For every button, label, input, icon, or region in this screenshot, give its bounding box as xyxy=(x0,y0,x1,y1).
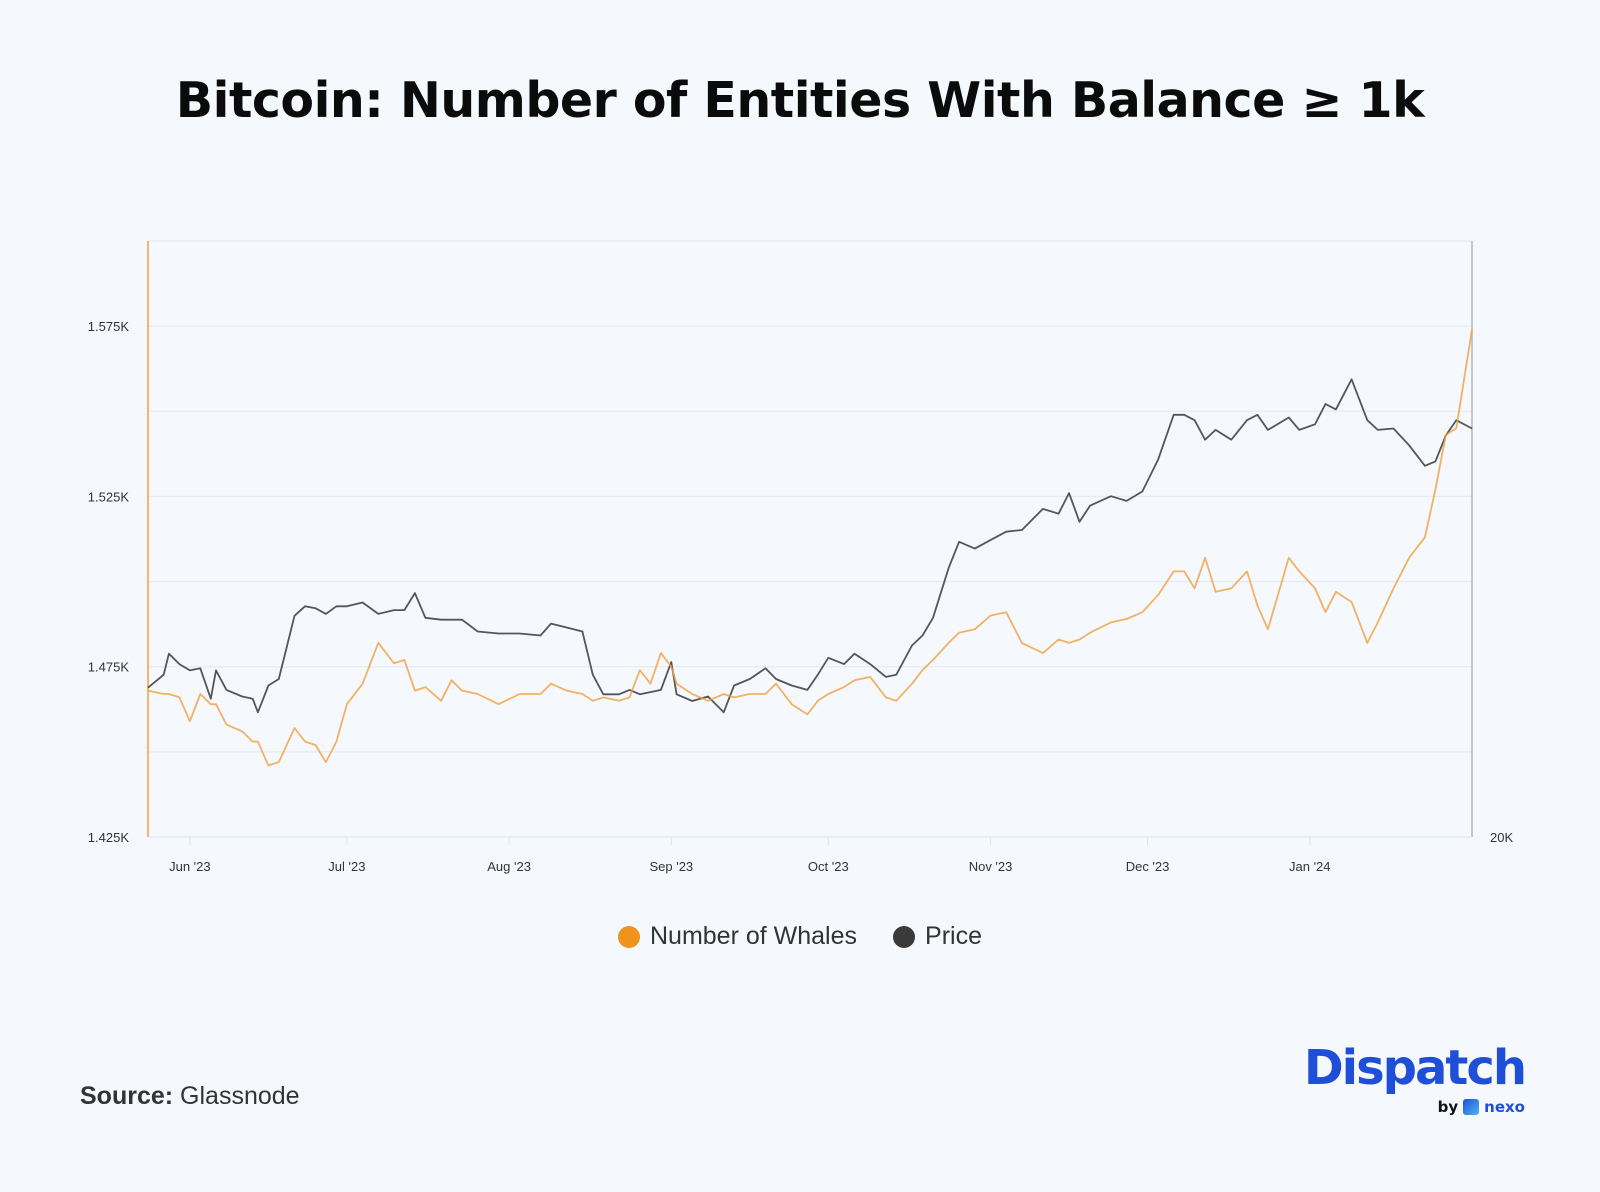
legend: Number of Whales Price xyxy=(0,922,1600,951)
x-tick-label: Sep '23 xyxy=(649,859,693,874)
x-tick-label: Oct '23 xyxy=(808,859,849,874)
chart-title: Bitcoin: Number of Entities With Balance… xyxy=(175,72,1425,129)
legend-swatch-orange xyxy=(618,925,640,948)
source-note: Source: Glassnode xyxy=(80,1082,300,1111)
series-lines xyxy=(147,329,1473,767)
x-tick-label: Jun '23 xyxy=(169,859,211,874)
y-left-tick-label: 1.475K xyxy=(88,660,130,675)
x-tick-label: Nov '23 xyxy=(969,859,1013,874)
dispatch-logo: Dispatch by nexo xyxy=(1300,1040,1527,1118)
logo-wordmark: Dispatch xyxy=(1303,1040,1527,1096)
legend-swatch-dark xyxy=(893,925,916,948)
nexo-icon xyxy=(1463,1099,1480,1115)
legend-item-whales[interactable]: Number of Whales xyxy=(618,922,857,951)
legend-label: Price xyxy=(925,922,982,950)
tick-labels: Jun '23 Jul '23 Aug '23 Sep '23 Oct '23 Nov '… xyxy=(88,319,1514,874)
y-left-tick-label: 1.575K xyxy=(88,319,130,334)
x-tick-label: Jul '23 xyxy=(328,859,365,874)
y-left-tick-label: 1.425K xyxy=(88,830,130,845)
legend-label: Number of Whales xyxy=(650,922,858,950)
source-value: Glassnode xyxy=(180,1082,300,1110)
legend-item-price[interactable]: Price xyxy=(893,922,982,951)
x-tick-label: Aug '23 xyxy=(487,859,531,874)
y-left-tick-label: 1.525K xyxy=(88,489,130,504)
logo-partner: nexo xyxy=(1484,1098,1525,1116)
axes xyxy=(147,241,1473,845)
source-label: Source: xyxy=(80,1082,174,1110)
y-right-tick-label: 20K xyxy=(1490,830,1513,845)
price-line xyxy=(147,378,1473,714)
logo-byline: by nexo xyxy=(1438,1098,1525,1116)
x-tick-label: Jan '24 xyxy=(1289,859,1331,874)
x-tick-label: Dec '23 xyxy=(1126,859,1170,874)
gridlines xyxy=(148,240,1472,753)
whales-line xyxy=(147,329,1473,767)
logo-by: by xyxy=(1437,1098,1459,1116)
